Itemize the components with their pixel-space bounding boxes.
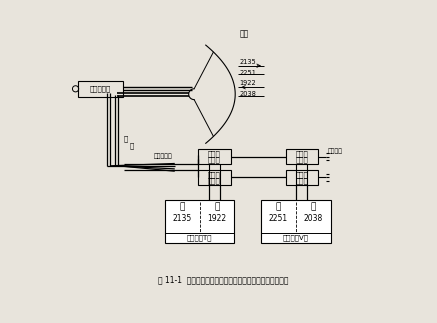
Text: 匹配负载: 匹配负载 — [328, 148, 343, 154]
Bar — [285, 149, 318, 164]
Text: 天线: 天线 — [240, 30, 249, 39]
Bar — [285, 170, 318, 185]
Text: 1922: 1922 — [208, 214, 226, 224]
Text: 滤波器: 滤波器 — [208, 177, 221, 184]
Bar — [198, 149, 231, 164]
Text: 微波机（V）: 微波机（V） — [283, 235, 309, 242]
Text: 图 11-1  终端站天线馈线系统与微波设备之间的连接方框图: 图 11-1 终端站天线馈线系统与微波设备之间的连接方框图 — [158, 275, 289, 284]
Text: 极化分离器: 极化分离器 — [90, 86, 111, 92]
Text: 2038: 2038 — [239, 91, 256, 97]
Text: 并波道: 并波道 — [295, 171, 308, 178]
Text: 发: 发 — [180, 202, 185, 211]
Text: 线: 线 — [129, 142, 133, 149]
Text: 微波机（T）: 微波机（T） — [187, 235, 212, 242]
Bar — [198, 170, 231, 185]
Text: 阻抗变换器: 阻抗变换器 — [154, 153, 173, 159]
Text: 滤波器: 滤波器 — [295, 177, 308, 184]
Text: 滤波器: 滤波器 — [208, 156, 221, 163]
Text: 滤波器: 滤波器 — [295, 156, 308, 163]
Text: 2251: 2251 — [269, 214, 288, 224]
Bar — [165, 201, 234, 243]
Text: 收: 收 — [310, 202, 316, 211]
Text: 1922: 1922 — [239, 80, 256, 87]
Text: 收: 收 — [214, 202, 220, 211]
Text: 分波道: 分波道 — [295, 150, 308, 157]
Bar — [78, 81, 123, 97]
Text: 2038: 2038 — [303, 214, 323, 224]
Bar — [261, 201, 330, 243]
Text: 发: 发 — [275, 202, 281, 211]
Text: 2135: 2135 — [239, 59, 256, 65]
Text: 并波道: 并波道 — [208, 171, 221, 178]
Text: 2251: 2251 — [239, 70, 256, 76]
Text: 2135: 2135 — [173, 214, 192, 224]
Text: 分波道: 分波道 — [208, 150, 221, 157]
Text: 馈: 馈 — [124, 136, 128, 142]
